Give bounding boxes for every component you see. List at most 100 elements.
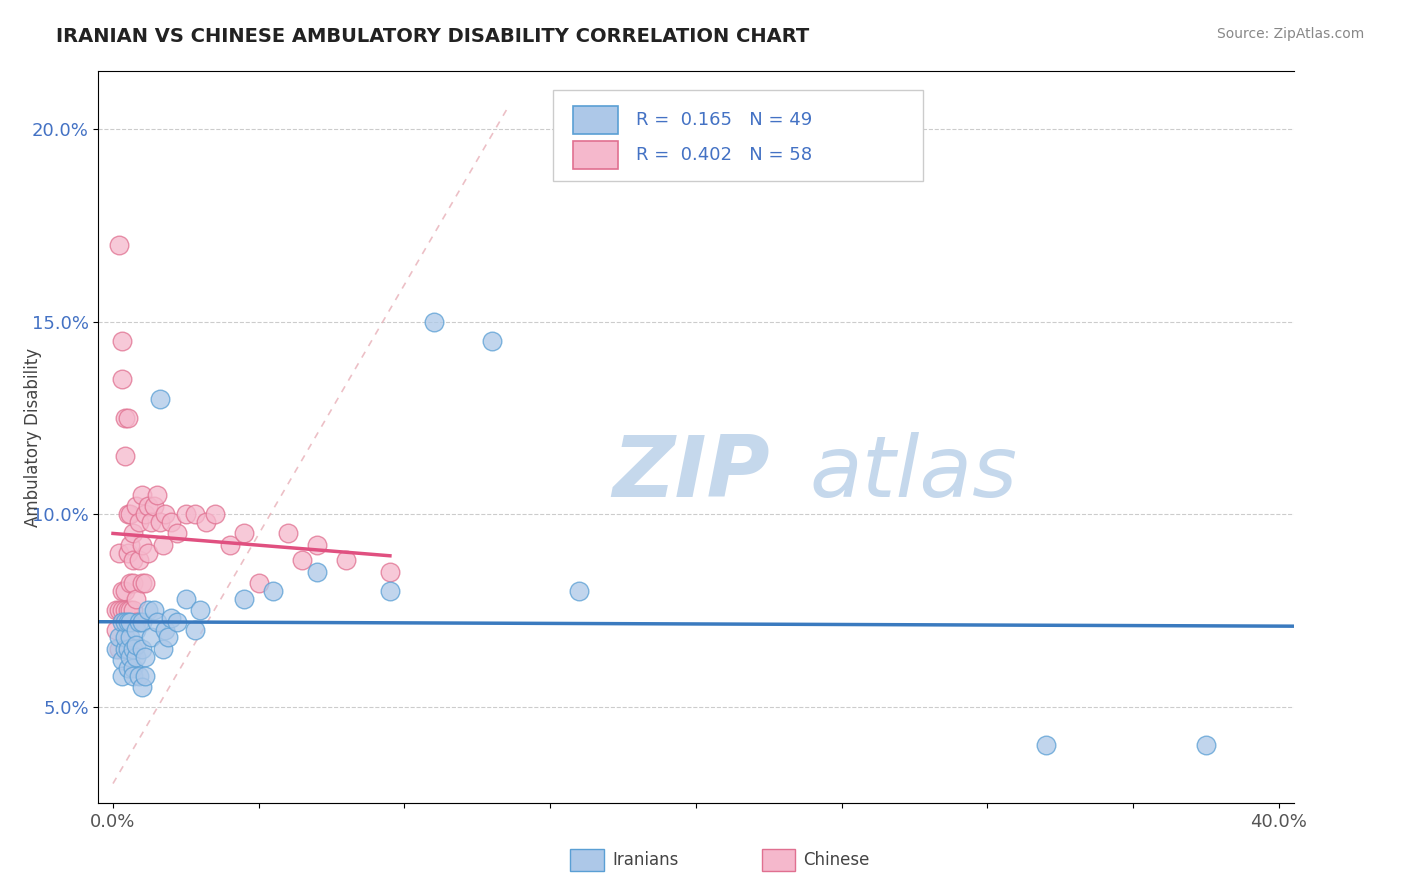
Point xyxy=(114,410,136,425)
Point xyxy=(114,615,136,629)
Point xyxy=(117,507,139,521)
Text: atlas: atlas xyxy=(810,432,1018,516)
Point xyxy=(131,576,153,591)
Point xyxy=(111,334,134,348)
Point xyxy=(122,661,145,675)
Point xyxy=(122,526,145,541)
FancyBboxPatch shape xyxy=(762,849,796,871)
Text: Iranians: Iranians xyxy=(613,851,679,869)
Point xyxy=(568,584,591,599)
Point xyxy=(152,538,174,552)
Point xyxy=(111,372,134,386)
Text: R =  0.165   N = 49: R = 0.165 N = 49 xyxy=(637,111,813,128)
Point xyxy=(114,630,136,644)
Point xyxy=(104,623,127,637)
Point xyxy=(125,638,148,652)
Point xyxy=(174,507,197,521)
Point xyxy=(111,584,134,599)
Point xyxy=(218,538,240,552)
Text: ZIP: ZIP xyxy=(613,432,770,516)
Point xyxy=(111,615,134,629)
Point xyxy=(108,603,131,617)
Point xyxy=(122,553,145,567)
Text: Source: ZipAtlas.com: Source: ZipAtlas.com xyxy=(1216,27,1364,41)
Point xyxy=(122,669,145,683)
Point xyxy=(1195,738,1218,752)
Point xyxy=(166,615,188,629)
Text: R =  0.402   N = 58: R = 0.402 N = 58 xyxy=(637,145,813,164)
Point xyxy=(378,565,401,579)
Point xyxy=(481,334,503,348)
Point xyxy=(117,603,139,617)
Point xyxy=(120,507,142,521)
Point xyxy=(166,526,188,541)
Point xyxy=(136,500,159,514)
Point xyxy=(117,641,139,656)
Point xyxy=(125,623,148,637)
Point xyxy=(108,641,131,656)
Point xyxy=(149,515,172,529)
Point xyxy=(190,603,212,617)
Point xyxy=(136,545,159,559)
Point xyxy=(134,576,156,591)
Point xyxy=(233,526,256,541)
Point xyxy=(108,545,131,559)
Point xyxy=(104,603,127,617)
Point xyxy=(120,615,142,629)
Point xyxy=(117,615,139,629)
Point xyxy=(195,515,218,529)
Point xyxy=(128,553,150,567)
Point xyxy=(128,615,150,629)
Point xyxy=(125,500,148,514)
Point xyxy=(117,545,139,559)
Text: Ambulatory Disability: Ambulatory Disability xyxy=(24,348,42,526)
Point xyxy=(305,565,328,579)
Point xyxy=(174,591,197,606)
Point xyxy=(157,630,180,644)
Point xyxy=(204,507,226,521)
FancyBboxPatch shape xyxy=(553,90,922,181)
Point xyxy=(277,526,299,541)
Point xyxy=(139,630,162,644)
Point xyxy=(131,641,153,656)
Point xyxy=(117,661,139,675)
Point xyxy=(125,649,148,664)
Point xyxy=(114,641,136,656)
Point xyxy=(120,538,142,552)
Point xyxy=(111,603,134,617)
Point xyxy=(134,669,156,683)
Point xyxy=(122,641,145,656)
Point xyxy=(114,603,136,617)
Point xyxy=(160,515,183,529)
Point xyxy=(305,538,328,552)
Point xyxy=(128,669,150,683)
Point xyxy=(131,615,153,629)
Point xyxy=(114,450,136,464)
Point xyxy=(145,615,167,629)
Point xyxy=(120,576,142,591)
Point xyxy=(117,410,139,425)
Point xyxy=(108,630,131,644)
Point xyxy=(160,611,183,625)
Point xyxy=(120,630,142,644)
Point xyxy=(291,553,314,567)
Point xyxy=(145,488,167,502)
Point xyxy=(422,315,444,329)
Point xyxy=(142,500,165,514)
Point xyxy=(120,603,142,617)
Point xyxy=(136,603,159,617)
Point xyxy=(378,584,401,599)
FancyBboxPatch shape xyxy=(572,141,619,169)
Point xyxy=(122,603,145,617)
Point xyxy=(104,641,127,656)
Text: IRANIAN VS CHINESE AMBULATORY DISABILITY CORRELATION CHART: IRANIAN VS CHINESE AMBULATORY DISABILITY… xyxy=(56,27,810,45)
FancyBboxPatch shape xyxy=(571,849,605,871)
Point xyxy=(111,669,134,683)
Point xyxy=(247,576,270,591)
Text: Chinese: Chinese xyxy=(804,851,870,869)
Point xyxy=(183,507,205,521)
Point xyxy=(125,615,148,629)
Point xyxy=(134,507,156,521)
Point xyxy=(120,649,142,664)
Point xyxy=(183,623,205,637)
